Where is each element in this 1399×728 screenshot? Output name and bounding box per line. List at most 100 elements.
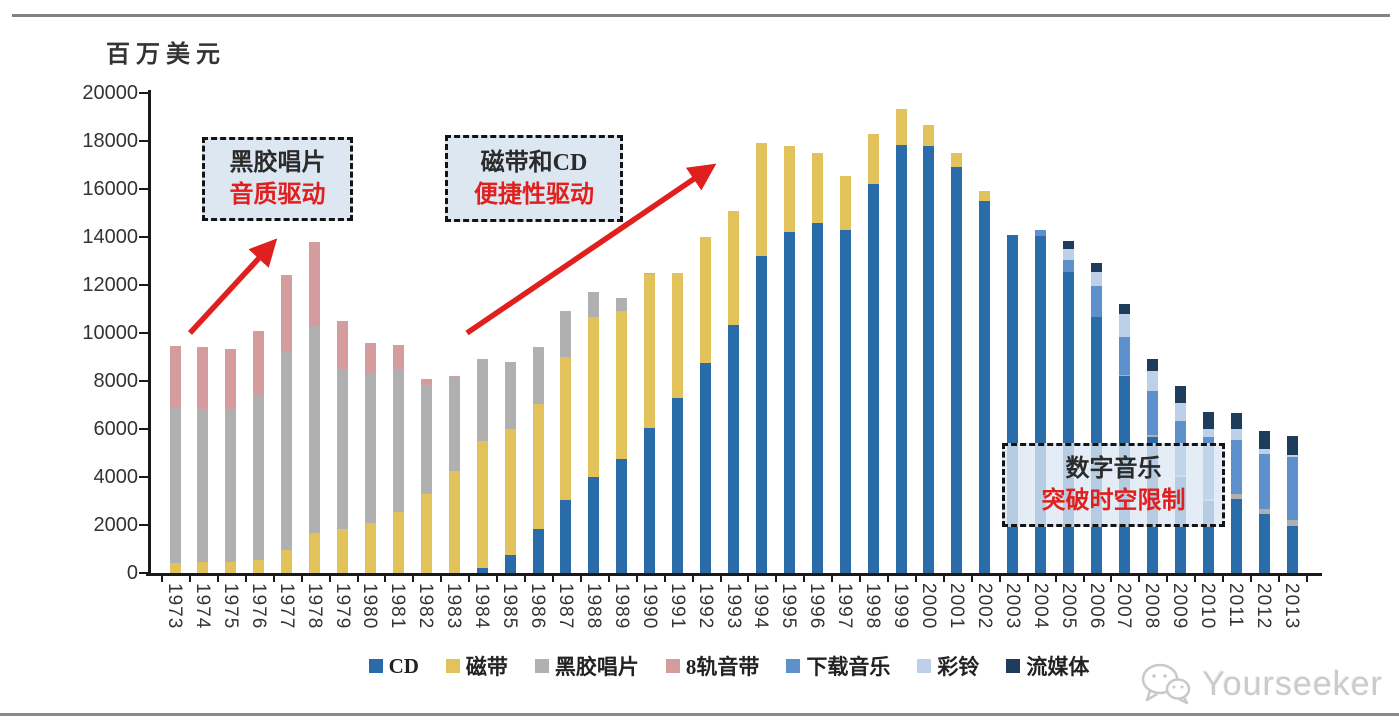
bar-segment-8轨音带 <box>337 321 349 369</box>
bar-segment-流媒体 <box>1091 263 1103 272</box>
bar-segment-磁带 <box>728 210 739 325</box>
x-tick <box>1250 575 1253 582</box>
bar-segment-磁带 <box>839 175 851 230</box>
bar-segment-CD <box>728 324 739 573</box>
legend-label: CD <box>388 653 419 678</box>
bar-segment-黑胶唱片 <box>169 407 181 564</box>
bar-segment-磁带 <box>755 143 767 257</box>
bar-segment-磁带 <box>895 108 907 145</box>
bar-segment-磁带 <box>392 511 404 573</box>
y-axis-unit-label: 百万美元 <box>106 42 226 68</box>
chart-legend: CD 磁带 黑胶唱片 8轨音带 下载音乐 彩铃 流媒体 <box>148 651 1310 681</box>
bar-segment-磁带 <box>197 562 209 573</box>
x-axis-label-2011: 2011 <box>1225 583 1247 628</box>
x-tick <box>300 575 303 582</box>
bar-segment-CD <box>532 528 544 573</box>
x-tick <box>161 575 164 582</box>
bar-segment-CD <box>1035 235 1047 573</box>
y-tick-label: 12000 <box>82 274 138 296</box>
legend-swatch <box>445 659 460 673</box>
watermark-label: Yourseeker <box>1202 664 1383 703</box>
bar-segment-磁带 <box>588 317 600 477</box>
bar-segment-流媒体 <box>1118 304 1130 314</box>
bar-segment-流媒体 <box>1146 359 1158 372</box>
legend-swatch <box>1006 659 1021 673</box>
x-axis-label-2008: 2008 <box>1141 583 1163 630</box>
x-axis-label-1978: 1978 <box>303 583 325 630</box>
bar-segment-磁带 <box>700 237 712 363</box>
y-tick-label: 4000 <box>93 466 139 488</box>
legend-item-彩铃: 彩铃 <box>917 651 979 681</box>
x-axis-label-1994: 1994 <box>750 583 772 630</box>
x-tick <box>1222 575 1225 582</box>
bar-segment-CD <box>951 167 963 573</box>
x-axis-label-1990: 1990 <box>638 583 660 630</box>
bar-segment-CD <box>1007 234 1019 573</box>
x-tick <box>803 575 806 582</box>
bar-segment-磁带 <box>169 563 181 573</box>
bar-segment-彩铃 <box>1258 449 1270 455</box>
bar-segment-黑胶唱片 <box>588 292 600 318</box>
legend-item-黑胶唱片: 黑胶唱片 <box>534 651 639 681</box>
x-axis-label-1987: 1987 <box>554 583 576 630</box>
y-tick <box>139 236 148 238</box>
bar-segment-CD <box>895 144 907 573</box>
bar-segment-黑胶唱片 <box>420 384 432 494</box>
bar-segment-CD <box>560 499 572 573</box>
x-tick <box>887 575 890 582</box>
x-tick <box>1194 575 1197 582</box>
bar-segment-流媒体 <box>1286 436 1298 456</box>
bar-segment-黑胶唱片 <box>392 369 404 512</box>
bar-segment-黑胶唱片 <box>560 311 572 357</box>
legend-label: 磁带 <box>465 655 508 679</box>
x-axis-label-1993: 1993 <box>722 583 744 630</box>
x-axis-label-1988: 1988 <box>582 583 604 630</box>
bar-segment-8轨音带 <box>225 348 237 409</box>
bar-segment-下载音乐 <box>1230 439 1242 494</box>
y-tick <box>139 92 148 94</box>
bar-segment-黑胶唱片 <box>1118 375 1130 377</box>
bar-segment-CD <box>979 201 991 573</box>
x-axis-label-2001: 2001 <box>945 583 967 630</box>
bar-segment-CD <box>616 459 628 573</box>
bar-segment-黑胶唱片 <box>253 395 265 560</box>
y-tick-label: 0 <box>126 562 138 584</box>
x-tick <box>635 575 638 582</box>
x-tick <box>1166 575 1169 582</box>
bar-segment-黑胶唱片 <box>504 361 516 429</box>
x-axis-label-1989: 1989 <box>610 583 632 630</box>
bar-segment-磁带 <box>364 522 376 573</box>
bar-segment-CD <box>783 232 795 573</box>
y-tick <box>139 380 148 382</box>
x-axis-label-2012: 2012 <box>1253 583 1275 630</box>
legend-swatch <box>917 659 932 673</box>
legend-label: 流媒体 <box>1026 655 1090 679</box>
bar-segment-下载音乐 <box>1035 229 1047 236</box>
bar-segment-黑胶唱片 <box>337 369 349 529</box>
legend-label: 彩铃 <box>937 655 980 679</box>
bar-segment-下载音乐 <box>1258 454 1270 510</box>
y-tick-label: 10000 <box>82 322 138 344</box>
x-axis-label-1973: 1973 <box>164 583 185 630</box>
y-tick-label: 14000 <box>82 226 138 248</box>
y-tick <box>139 524 148 526</box>
bar-segment-CD <box>588 477 600 573</box>
bar-segment-磁带 <box>337 528 349 573</box>
x-axis-label-1992: 1992 <box>694 583 716 630</box>
bar-segment-磁带 <box>309 533 321 573</box>
bar-segment-磁带 <box>253 559 265 573</box>
y-tick <box>139 572 148 574</box>
legend-label: 8轨音带 <box>685 655 760 679</box>
bar-segment-磁带 <box>951 153 963 168</box>
legend-swatch <box>665 659 680 673</box>
bar-segment-CD <box>1230 498 1242 573</box>
x-tick <box>970 575 973 582</box>
annotation-box-digital: 数字音乐 突破时空限制 <box>1002 443 1225 527</box>
bar-segment-CD <box>811 222 823 573</box>
bar-segment-8轨音带 <box>364 342 376 373</box>
bar-segment-8轨音带 <box>309 241 321 326</box>
bar-segment-8轨音带 <box>169 346 181 408</box>
bar-segment-彩铃 <box>1230 429 1242 440</box>
bar-segment-磁带 <box>867 133 879 185</box>
annotation-subtitle: 突破时空限制 <box>1041 488 1186 514</box>
